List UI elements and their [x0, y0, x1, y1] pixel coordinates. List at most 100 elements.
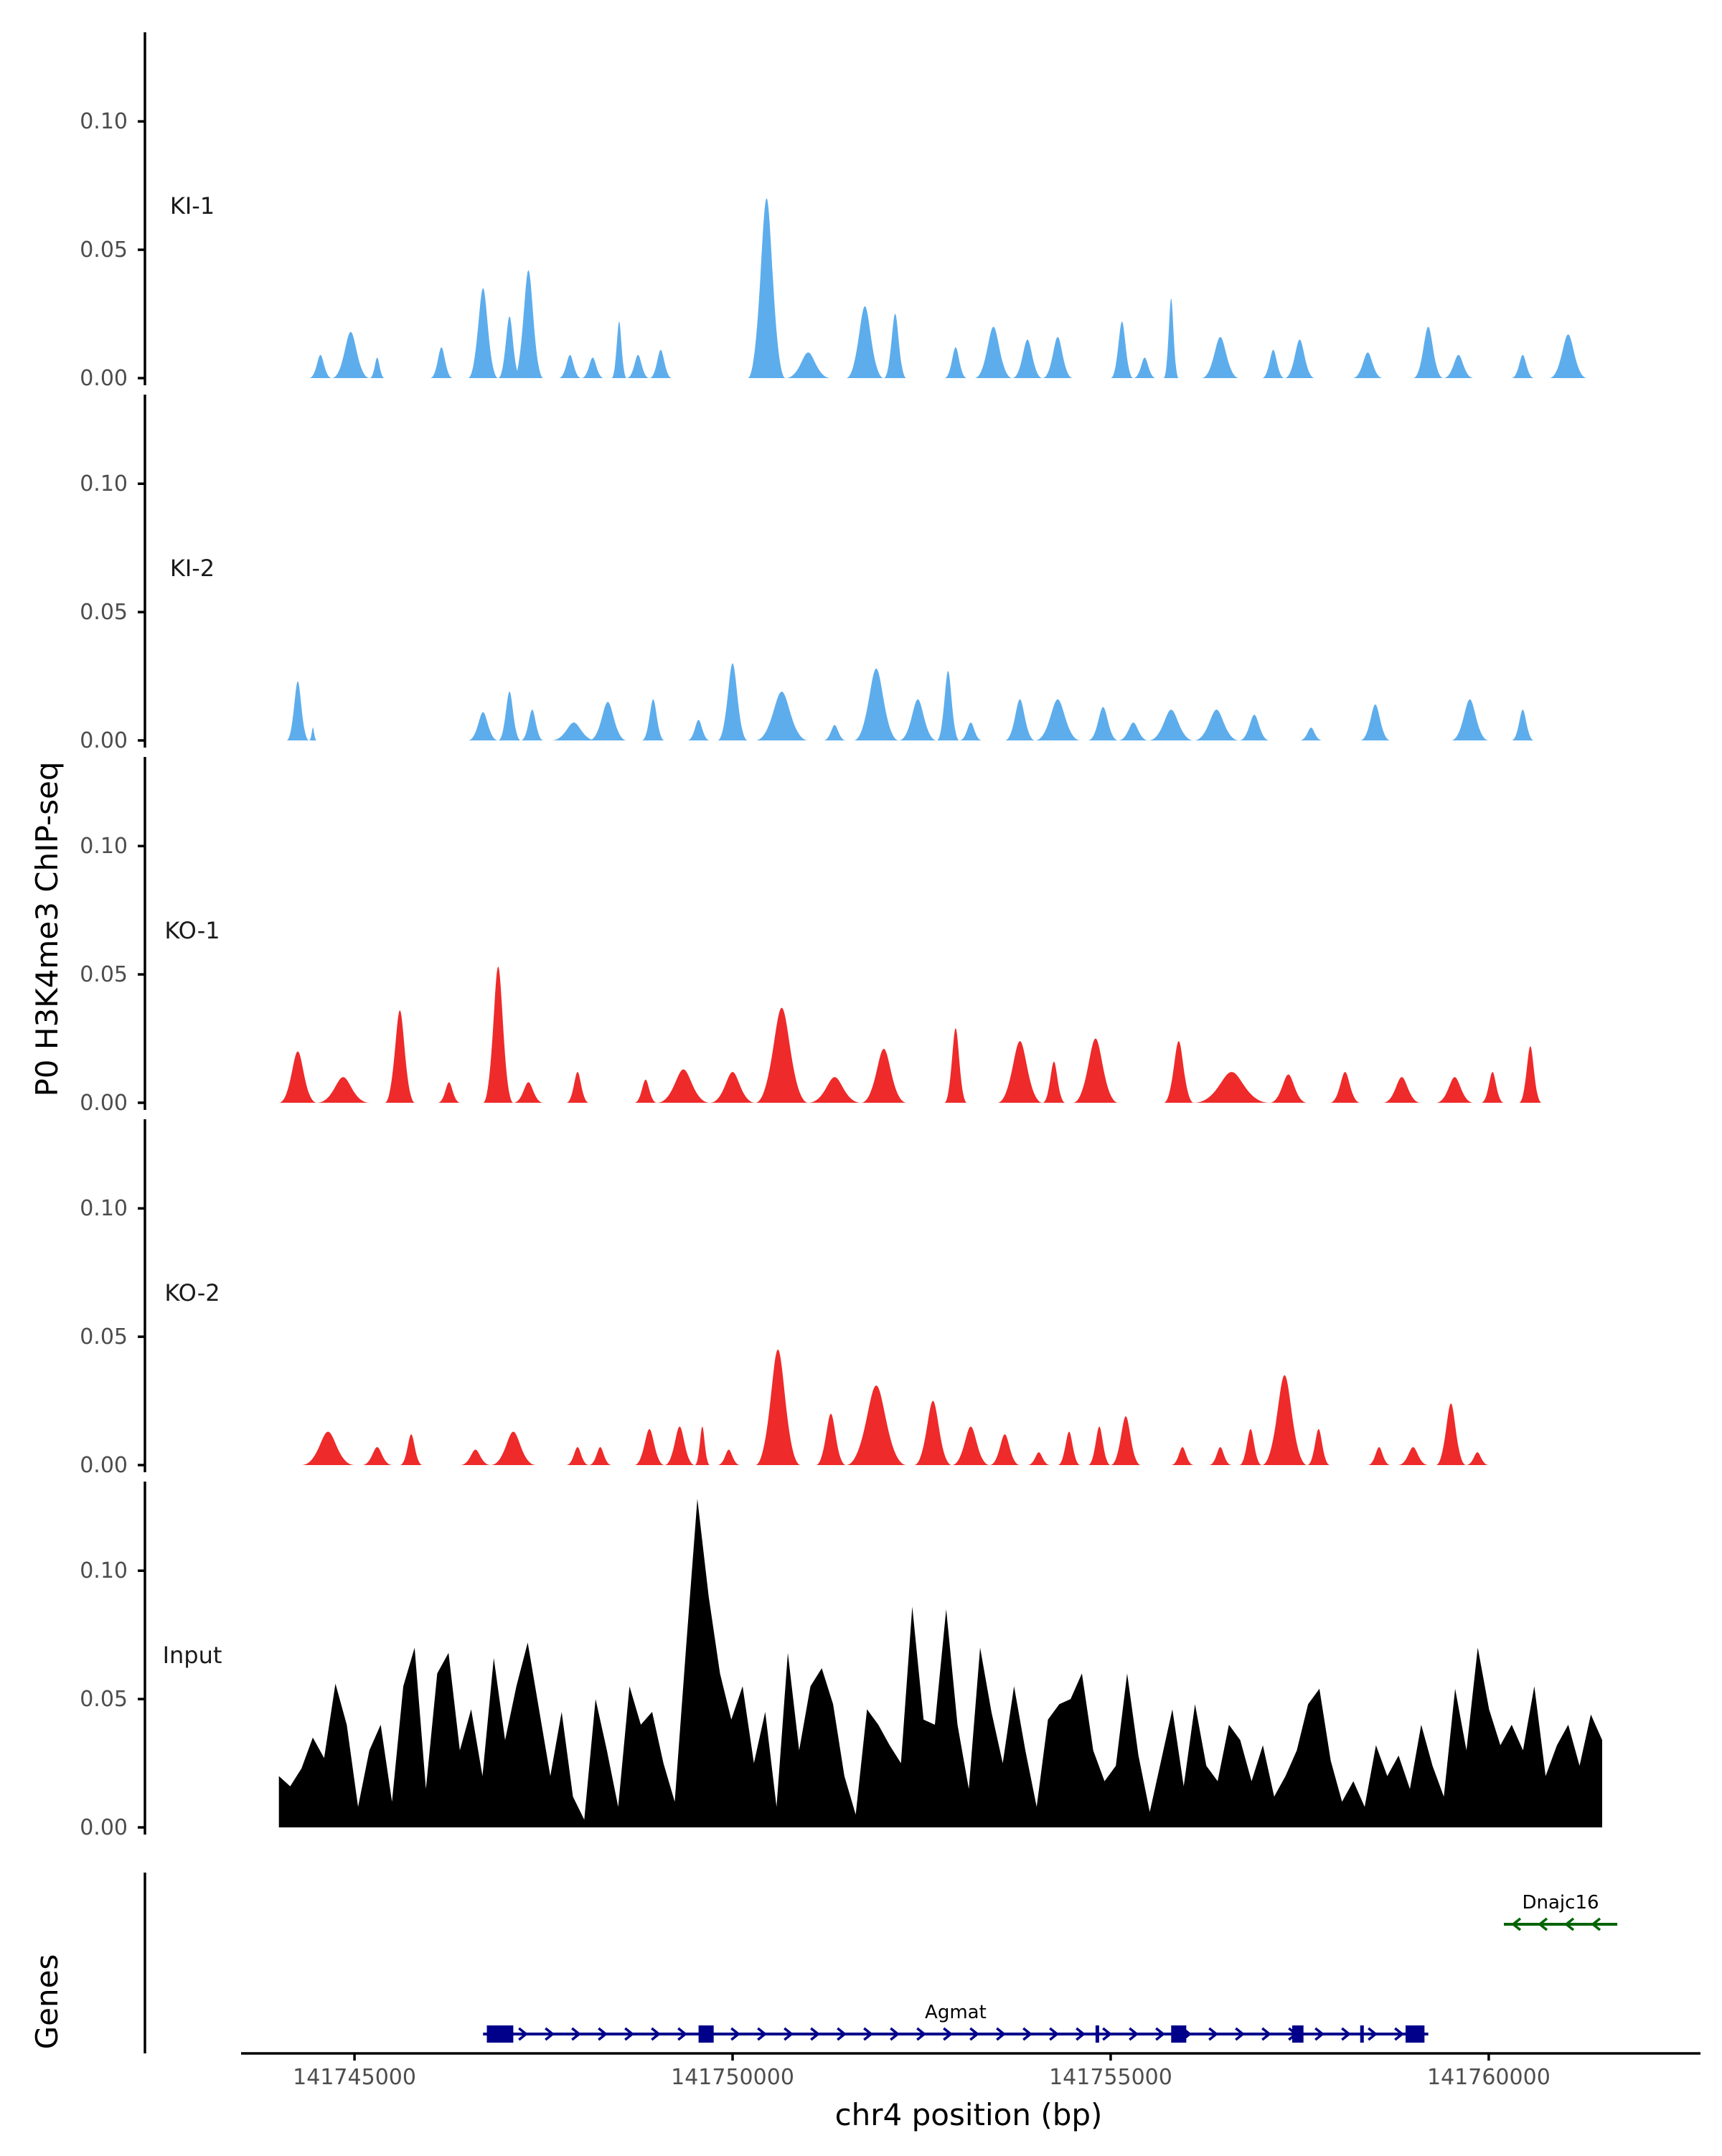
signal-peak [883, 314, 907, 378]
signal-peak [1511, 710, 1535, 740]
signal-peak [581, 357, 604, 378]
track-panel-ko-2: 0.00 0.05 0.10 KO-2 [80, 1119, 1489, 1478]
signal-peak [558, 354, 582, 378]
signal-peak [1307, 1428, 1330, 1465]
y-axis-title: P0 H3K4me3 ChIP-seq [29, 761, 65, 1096]
strand-arrow [1314, 2027, 1325, 2041]
signal-peak [997, 1041, 1043, 1103]
signal-peak [1398, 1446, 1429, 1465]
strand-arrow [1208, 2027, 1219, 2041]
signal-peak [1110, 1416, 1142, 1465]
signal-peak [1284, 339, 1315, 378]
strand-arrow [1511, 1917, 1522, 1931]
signal-peak [959, 722, 982, 740]
strand-arrow [1261, 2027, 1272, 2041]
signal-peak [695, 1426, 710, 1465]
signal-peak [815, 1413, 847, 1465]
strand-arrow [1368, 2027, 1378, 2041]
strand-arrow [1129, 2027, 1139, 2041]
strand-arrow [890, 2027, 900, 2041]
x-tick-label: 141755000 [1049, 2065, 1172, 2090]
signal-peak [483, 966, 514, 1103]
signal-peak [370, 357, 385, 378]
genes-panel-title: Genes [29, 1954, 65, 2050]
signal-peak [309, 728, 317, 740]
signal-peak [710, 1072, 756, 1103]
input-signal-area [278, 1499, 1602, 1827]
strand-arrow [969, 2027, 980, 2041]
y-tick-label: 0.10 [80, 471, 128, 496]
y-tick-label: 0.10 [80, 1558, 128, 1583]
signal-peak [551, 722, 597, 740]
signal-peak [1443, 354, 1474, 378]
signal-peak [1352, 352, 1383, 378]
gene-label: Dnajc16 [1523, 1892, 1599, 1913]
signal-peak [438, 1082, 461, 1103]
signal-peak [944, 1028, 967, 1103]
x-tick-label: 141750000 [671, 2065, 794, 2090]
signal-peak [400, 1434, 423, 1465]
strand-arrow [1341, 2027, 1352, 2041]
signal-peak [588, 1446, 612, 1465]
signal-peak [1193, 1072, 1270, 1103]
strand-arrow [1076, 2027, 1086, 2041]
signal-peak [1511, 354, 1535, 378]
y-tick-label: 0.00 [80, 1815, 128, 1840]
strand-arrow [651, 2027, 662, 2041]
x-tick-label: 141760000 [1427, 2065, 1551, 2090]
signal-peak [468, 712, 499, 740]
signal-peak [1413, 326, 1444, 378]
signal-peak [1110, 321, 1134, 378]
signal-peak [657, 1069, 710, 1103]
signal-peak [687, 720, 710, 740]
signal-peak [1193, 710, 1240, 740]
signal-peak [1027, 1452, 1050, 1465]
strand-arrow [996, 2027, 1007, 2041]
strand-arrow [571, 2027, 582, 2041]
signal-peak [785, 352, 832, 378]
track-panel-ki-1: 0.00 0.05 0.10 KI-1 [80, 32, 1587, 391]
signal-peak [861, 1048, 907, 1103]
signal-peak [460, 1449, 491, 1465]
strand-arrow [943, 2027, 954, 2041]
signal-peak [748, 198, 786, 378]
signal-peak [1239, 715, 1270, 740]
signal-peak [588, 702, 627, 740]
signal-peak [846, 1385, 907, 1465]
gene-agmat: Agmat [483, 2002, 1429, 2043]
strand-arrow [518, 2027, 529, 2041]
x-axis-title: chr4 position (bp) [835, 2097, 1103, 2132]
signal-peak [1261, 349, 1285, 378]
signal-peak [823, 725, 847, 740]
strand-arrow [730, 2027, 741, 2041]
signal-peak [1481, 1072, 1504, 1103]
signal-peak [1269, 1074, 1307, 1103]
signal-peak [498, 692, 521, 740]
strand-arrow [677, 2027, 688, 2041]
y-tick-label: 0.10 [80, 109, 128, 134]
signal-peak [1073, 1038, 1119, 1103]
signal-peak [1519, 1046, 1542, 1103]
signal-peak [513, 1082, 544, 1103]
track-label: KO-1 [164, 917, 220, 944]
track-panel-ki-2: 0.00 0.05 0.10 KI-2 [80, 395, 1535, 753]
signal-peak [626, 354, 650, 378]
strand-arrow [1591, 1917, 1601, 1931]
signal-peak [944, 347, 967, 378]
signal-peak [520, 710, 544, 740]
signal-peak [611, 321, 627, 378]
signal-peak [385, 1010, 415, 1103]
y-tick-label: 0.00 [80, 1091, 128, 1116]
signal-peak [641, 699, 665, 740]
gene-exon [1292, 2025, 1304, 2043]
signal-peak [1239, 1428, 1262, 1465]
strand-arrow [1022, 2027, 1033, 2041]
signal-peak [1436, 1403, 1467, 1465]
track-panel-ko-1: 0.00 0.05 0.10 KO-1 [80, 757, 1542, 1116]
signal-peak [974, 326, 1012, 378]
signal-peak [1058, 1431, 1081, 1465]
track-label: KI-2 [170, 555, 215, 582]
strand-arrow [1235, 2027, 1246, 2041]
y-tick-label: 0.10 [80, 1196, 128, 1221]
y-tick-label: 0.00 [80, 366, 128, 391]
